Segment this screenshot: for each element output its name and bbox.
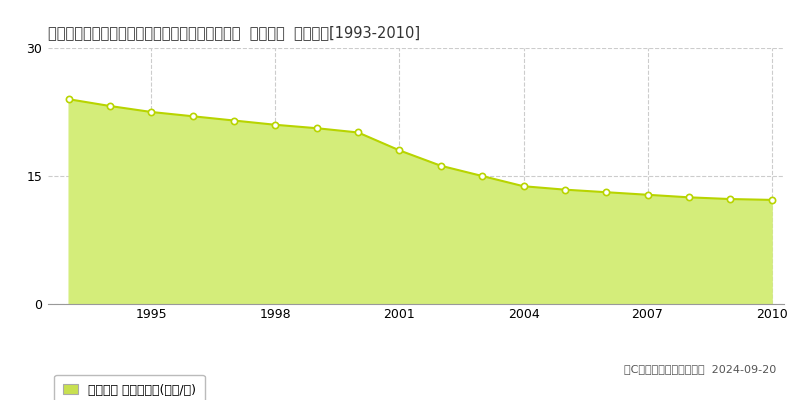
Text: （C）土地価格ドットコム  2024-09-20: （C）土地価格ドットコム 2024-09-20 xyxy=(624,364,776,374)
Legend: 公示地価 平均坪単価(万円/坪): 公示地価 平均坪単価(万円/坪) xyxy=(54,375,205,400)
Text: 愛知県知多郡南知多町大字豊浜字中之浦２５番外  公示地価  地価推移[1993-2010]: 愛知県知多郡南知多町大字豊浜字中之浦２５番外 公示地価 地価推移[1993-20… xyxy=(48,25,420,40)
